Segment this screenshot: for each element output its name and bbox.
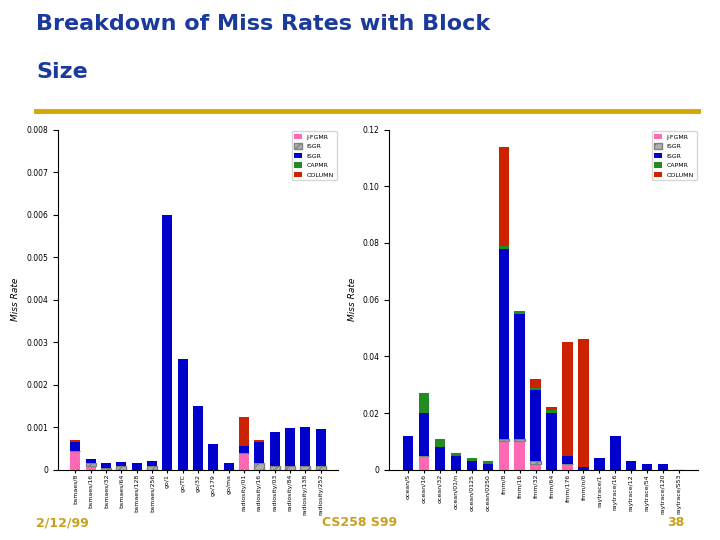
Bar: [71, 442, 81, 451]
Bar: [594, 458, 605, 470]
Bar: [482, 464, 493, 470]
Bar: [419, 393, 429, 413]
Bar: [86, 463, 96, 465]
Bar: [451, 456, 461, 470]
Bar: [562, 342, 572, 456]
Bar: [451, 453, 461, 456]
Text: Breakdown of Miss Rates with Block: Breakdown of Miss Rates with Block: [36, 14, 490, 33]
Bar: [403, 436, 413, 470]
Text: 38: 38: [667, 516, 684, 529]
Bar: [300, 465, 310, 470]
Bar: [239, 417, 249, 447]
Bar: [419, 413, 429, 456]
Bar: [315, 429, 325, 465]
Bar: [254, 440, 264, 442]
Bar: [101, 463, 111, 468]
Bar: [531, 388, 541, 390]
Bar: [498, 438, 509, 442]
Bar: [285, 428, 295, 467]
Y-axis label: Miss Rate: Miss Rate: [348, 278, 356, 321]
Bar: [435, 447, 445, 470]
Bar: [498, 442, 509, 470]
Legend: J-FGMR, ISGR, ISGR, CAPMR, COLUMN: J-FGMR, ISGR, ISGR, CAPMR, COLUMN: [292, 131, 336, 180]
Bar: [117, 462, 126, 467]
Bar: [435, 438, 445, 447]
Bar: [86, 465, 96, 470]
Bar: [578, 340, 589, 467]
Bar: [285, 467, 295, 470]
Bar: [546, 410, 557, 413]
Bar: [270, 465, 279, 470]
Bar: [224, 463, 234, 470]
Bar: [562, 464, 572, 470]
Text: CS258 S99: CS258 S99: [323, 516, 397, 529]
Text: 2/12/99: 2/12/99: [36, 516, 89, 529]
Bar: [467, 461, 477, 470]
Bar: [642, 464, 652, 470]
Bar: [610, 436, 621, 470]
Bar: [562, 456, 572, 464]
Bar: [482, 461, 493, 464]
Bar: [239, 453, 249, 470]
Bar: [315, 465, 325, 470]
Bar: [239, 447, 249, 453]
Bar: [531, 461, 541, 464]
Bar: [546, 407, 557, 410]
Bar: [132, 463, 142, 470]
Bar: [147, 465, 157, 470]
Bar: [419, 456, 429, 470]
Bar: [270, 431, 279, 465]
Bar: [147, 461, 157, 465]
Text: Size: Size: [36, 62, 88, 82]
Bar: [467, 458, 477, 461]
Bar: [498, 146, 509, 246]
Y-axis label: Miss Rate: Miss Rate: [12, 278, 20, 321]
Bar: [117, 467, 126, 470]
Bar: [193, 406, 203, 470]
Bar: [515, 311, 525, 314]
Bar: [498, 246, 509, 248]
Bar: [626, 461, 636, 470]
Bar: [101, 468, 111, 470]
Bar: [254, 442, 264, 463]
Bar: [86, 459, 96, 463]
Bar: [531, 464, 541, 470]
Legend: J-FGMR, ISGR, ISGR, CAPMR, COLUMN: J-FGMR, ISGR, ISGR, CAPMR, COLUMN: [652, 131, 696, 180]
Bar: [71, 440, 81, 442]
Bar: [498, 248, 509, 438]
Bar: [658, 464, 668, 470]
Bar: [531, 379, 541, 388]
Bar: [515, 442, 525, 470]
Bar: [515, 314, 525, 438]
Bar: [71, 451, 81, 470]
Bar: [578, 467, 589, 470]
Bar: [515, 438, 525, 442]
Bar: [300, 427, 310, 465]
Bar: [531, 390, 541, 461]
Bar: [254, 463, 264, 470]
Bar: [208, 444, 218, 470]
Bar: [178, 359, 188, 470]
Bar: [162, 214, 172, 470]
Bar: [546, 413, 557, 470]
